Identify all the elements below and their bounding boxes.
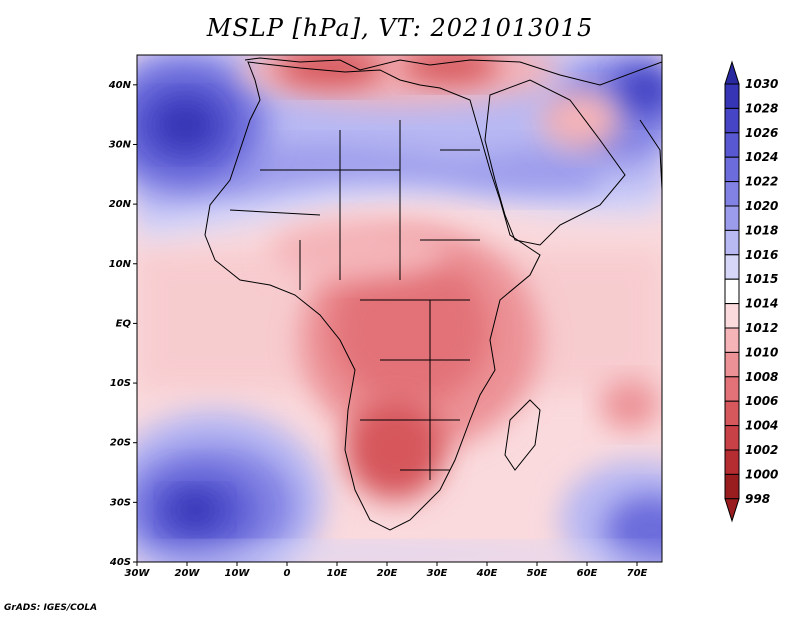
colorbar-label: 998 (745, 492, 770, 506)
longitude-axis: 30W 20W 10W 0 10E 20E 30E 40E 50E 60E 70E (125, 562, 648, 579)
colorbar-swatch (724, 425, 740, 451)
lon-tick-label: 30E (427, 568, 448, 579)
plot-frame (136, 54, 663, 563)
lat-tick-label: 20S (110, 438, 131, 449)
arabian-peninsula (484, 79, 626, 246)
lat-tick-label: 30S (110, 497, 131, 508)
colorbar-label: 1026 (745, 126, 778, 140)
lon-tick-label: 10W (225, 568, 251, 579)
colorbar-label: 1020 (745, 199, 778, 213)
lon-tick-label: 40E (476, 568, 498, 579)
colorbar-label: 1006 (745, 394, 778, 408)
lon-tick-label: 10E (327, 568, 348, 579)
colorbar-label: 1018 (745, 223, 778, 237)
colorbar-swatch (724, 107, 740, 134)
madagascar (504, 399, 541, 471)
lon-tick-label: 20W (175, 568, 201, 579)
colorbar-bottom-arrow (724, 498, 740, 523)
colorbar-label: 1028 (745, 101, 778, 115)
colorbar-swatch (724, 254, 740, 280)
colorbar-label: 1012 (745, 321, 778, 335)
colorbar-swatch (724, 278, 740, 305)
colorbar-label: 1010 (745, 345, 778, 359)
lon-tick-label: 30W (125, 568, 151, 579)
lat-tick-label: 20N (109, 199, 132, 210)
lat-tick-label: EQ (116, 318, 132, 329)
latitude-axis: 40N 30N 20N 10N EQ 10S 20S 30S 40S (108, 80, 137, 568)
colorbar: 1030 1028 1026 1024 1022 1020 1018 1016 1015 1014… (724, 60, 778, 523)
colorbar-swatch (724, 351, 740, 378)
colorbar-swatch (724, 449, 740, 475)
colorbar-top-arrow (724, 60, 740, 85)
colorbar-swatch (724, 132, 740, 158)
india-coast (639, 119, 662, 191)
colorbar-label: 1024 (745, 150, 778, 164)
lat-tick-label: 30N (109, 139, 132, 150)
colorbar-label: 1004 (745, 419, 778, 433)
colorbar-label: 1015 (745, 272, 778, 286)
colorbar-label: 1002 (745, 443, 778, 457)
lon-tick-label: 60E (577, 568, 598, 579)
colorbar-label: 1008 (745, 370, 778, 384)
colorbar-swatch (724, 156, 740, 183)
colorbar-swatch (724, 229, 740, 256)
grads-credit: GrADS: IGES/COLA (4, 603, 98, 613)
colorbar-label: 1030 (745, 77, 778, 91)
pressure-field (137, 55, 662, 562)
lat-tick-label: 40S (109, 557, 131, 568)
colorbar-swatch (724, 376, 740, 402)
colorbar-label: 1000 (745, 467, 778, 481)
lon-tick-label: 50E (527, 568, 548, 579)
colorbar-label: 1016 (745, 248, 778, 262)
lon-tick-label: 0 (284, 568, 291, 579)
lon-tick-label: 20E (377, 568, 398, 579)
colorbar-swatch (724, 205, 740, 231)
lat-tick-label: 10N (109, 259, 132, 270)
colorbar-label: 1014 (745, 297, 778, 311)
colorbar-swatch (724, 181, 740, 207)
colorbar-swatch (724, 327, 740, 353)
lon-tick-label: 70E (627, 568, 648, 579)
colorbar-swatch (724, 400, 740, 427)
map-title: MSLP [hPa], VT: 2021013015 (206, 14, 594, 42)
coastlines (204, 57, 662, 531)
colorbar-swatch (724, 473, 740, 500)
country-borders (229, 120, 480, 480)
lat-tick-label: 40N (108, 80, 132, 91)
colorbar-label: 1022 (745, 175, 778, 189)
europe-coast (244, 57, 662, 86)
colorbar-swatch (724, 303, 740, 329)
lat-tick-label: 10S (110, 378, 131, 389)
africa-coastline (204, 61, 541, 531)
colorbar-swatch (724, 83, 740, 109)
